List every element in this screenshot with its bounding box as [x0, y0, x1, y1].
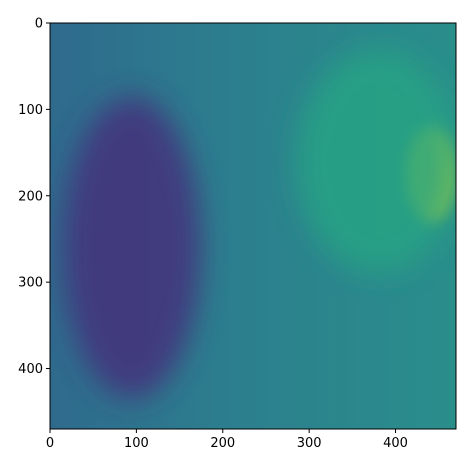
y-tick-label: 200 [18, 189, 43, 204]
y-tick-label: 0 [35, 17, 43, 32]
y-tick-label: 400 [18, 362, 43, 377]
x-tick-label: 0 [46, 436, 54, 451]
y-axis: 0 100 200 300 400 [18, 17, 50, 377]
x-tick-label: 200 [210, 436, 235, 451]
heatmap-features [62, 48, 456, 399]
x-tick-label: 100 [124, 436, 149, 451]
heatmap-feature [62, 96, 202, 399]
plot-frame [49, 22, 457, 430]
y-tick-label: 300 [18, 276, 43, 291]
x-tick-label: 400 [383, 436, 408, 451]
heatmap-feature [296, 48, 456, 274]
y-tick-label: 100 [18, 103, 43, 118]
x-axis: 0 100 200 300 400 [46, 429, 408, 451]
heatmap-plot-area [50, 23, 456, 429]
x-tick-label: 300 [297, 436, 322, 451]
